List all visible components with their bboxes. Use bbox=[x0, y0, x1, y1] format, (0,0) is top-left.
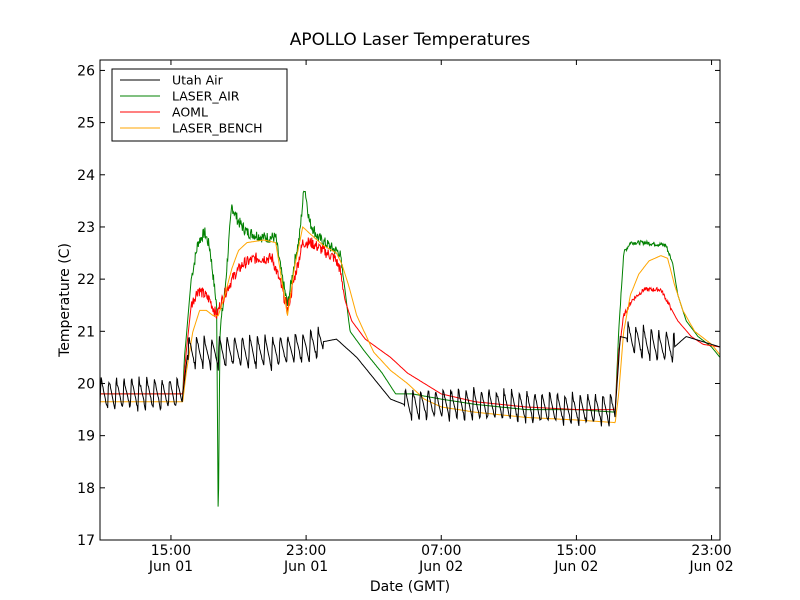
plot-frame bbox=[99, 59, 721, 541]
x-axis-label: Date (GMT) bbox=[370, 579, 450, 595]
x-tick-label-time: 07:00 bbox=[421, 543, 461, 559]
y-tick-label: 17 bbox=[77, 533, 95, 549]
legend-label-laser-bench: LASER_BENCH bbox=[172, 121, 263, 136]
y-tick-label: 20 bbox=[77, 376, 95, 392]
x-tick-label-date: Jun 02 bbox=[553, 559, 598, 575]
series-line-utah-air bbox=[99, 321, 720, 427]
chart-title: APOLLO Laser Temperatures bbox=[290, 30, 531, 50]
series-line-laser-bench bbox=[100, 226, 721, 424]
legend-box bbox=[111, 68, 288, 142]
x-tick-label-date: Jun 02 bbox=[418, 559, 463, 575]
y-tick-label: 18 bbox=[77, 481, 95, 497]
y-tick-label: 21 bbox=[77, 324, 95, 340]
x-tick-label-time: 15:00 bbox=[556, 543, 596, 559]
series-layer bbox=[99, 190, 721, 507]
y-tick-label: 26 bbox=[77, 63, 95, 79]
y-tick-label: 19 bbox=[77, 429, 95, 445]
x-tick-label-time: 15:00 bbox=[151, 543, 191, 559]
y-tick-label: 23 bbox=[77, 220, 95, 236]
legend-label-laser-air: LASER_AIR bbox=[172, 89, 240, 104]
y-tick-label: 22 bbox=[77, 272, 95, 288]
y-tick-label: 24 bbox=[77, 168, 95, 184]
legend-label-utah-air: Utah Air bbox=[172, 73, 224, 88]
legend-label-aoml: AOML bbox=[172, 105, 208, 120]
x-tick-label-time: 23:00 bbox=[286, 543, 326, 559]
x-tick-label-date: Jun 01 bbox=[148, 559, 193, 575]
y-tick-label: 25 bbox=[77, 116, 95, 132]
y-axis-label: Temperature (C) bbox=[57, 243, 73, 358]
x-tick-label-date: Jun 01 bbox=[283, 559, 328, 575]
x-tick-label-date: Jun 02 bbox=[688, 559, 733, 575]
x-tick-label-time: 23:00 bbox=[691, 543, 731, 559]
